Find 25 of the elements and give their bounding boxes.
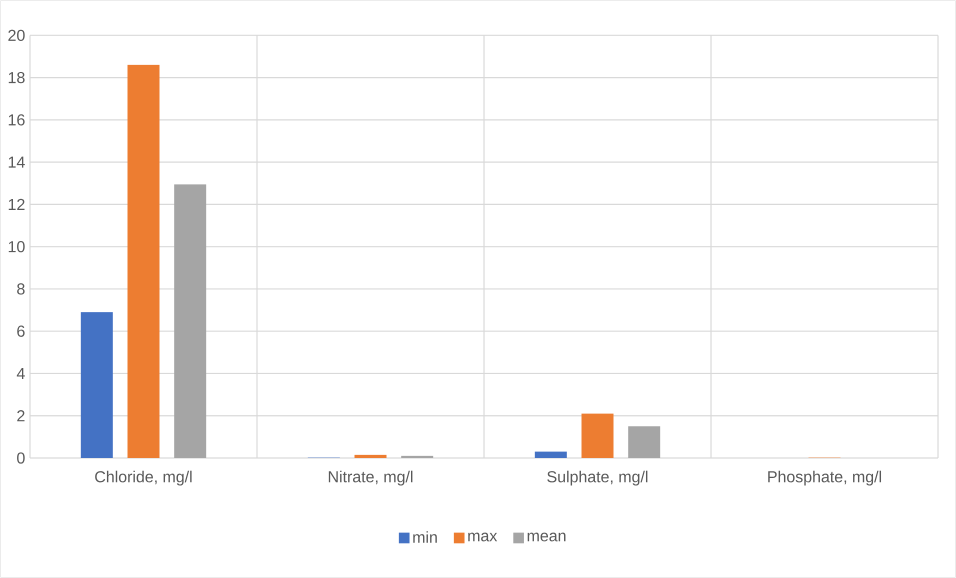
y-tick-label: 20 <box>8 30 25 41</box>
bar <box>128 64 160 458</box>
legend-label: min <box>413 531 437 543</box>
y-tick-label: 12 <box>8 198 24 210</box>
legend-label: max <box>468 532 498 542</box>
y-tick-label: 4 <box>16 368 25 379</box>
y-tick-label: 18 <box>8 72 25 84</box>
x-tick-label: Phosphate, mg/l <box>768 470 882 486</box>
x-tick-label: Chloride, mg/l <box>95 470 192 486</box>
bar <box>628 426 660 458</box>
bar <box>354 454 387 458</box>
y-tick-label: 10 <box>8 241 25 252</box>
bar <box>80 312 113 458</box>
x-tick-label: Sulphate, mg/l <box>547 470 648 486</box>
legend-label: mean <box>528 532 566 542</box>
y-tick-label: 6 <box>17 326 25 337</box>
bar <box>582 414 614 458</box>
bar <box>534 452 567 458</box>
y-tick-label: 0 <box>17 452 25 464</box>
y-tick-label: 8 <box>17 283 25 295</box>
y-tick-label: 16 <box>8 114 25 126</box>
x-tick-label: Nitrate, mg/l <box>328 470 412 486</box>
y-tick-label: 2 <box>17 410 25 422</box>
y-tick-label: 14 <box>8 156 25 168</box>
bar <box>174 184 206 458</box>
